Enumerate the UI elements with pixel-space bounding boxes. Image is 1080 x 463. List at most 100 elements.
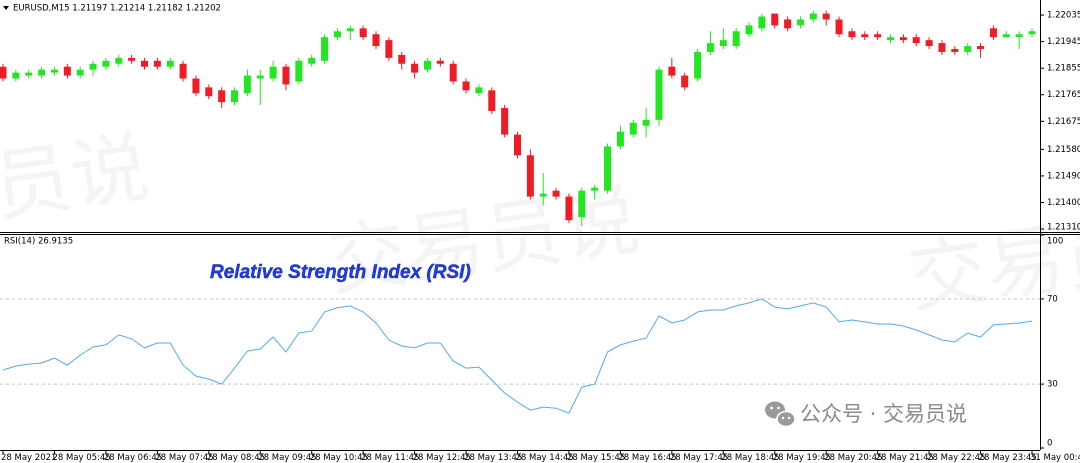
candle-body: [398, 54, 406, 64]
y-tick-label: 30: [1047, 380, 1058, 390]
candle-body: [76, 69, 84, 76]
y-tick-label: 100: [1047, 237, 1063, 247]
candle-body: [50, 69, 58, 73]
candle-body: [706, 43, 714, 52]
candle-body: [411, 63, 419, 73]
x-tick-label: 28 May 11:45: [361, 453, 419, 463]
candle-body: [1015, 34, 1023, 38]
x-tick-label: 28 May 17:45: [670, 453, 728, 463]
candle-body: [359, 28, 367, 38]
candle-body: [153, 60, 161, 67]
candle-body: [784, 19, 792, 29]
candle-body: [140, 60, 148, 67]
price-header: EURUSD,M15 1.21197 1.21214 1.21182 1.212…: [13, 4, 221, 14]
candle-body: [128, 57, 136, 61]
candle-body: [887, 37, 895, 41]
y-tick-label: 70: [1047, 294, 1058, 304]
candle-body: [63, 66, 71, 76]
candle-body: [475, 87, 483, 94]
candle-body: [758, 16, 766, 29]
candle-body: [629, 122, 637, 135]
candle-body: [1002, 34, 1010, 38]
candle-body: [115, 57, 123, 64]
y-tick-label: 1.21490: [1047, 171, 1080, 181]
menu-arrow: [3, 6, 9, 10]
candle-body: [925, 40, 933, 47]
candle-body: [616, 131, 624, 147]
candle-body: [719, 40, 727, 47]
candle-body: [861, 34, 869, 38]
candle-body: [269, 66, 277, 79]
candle-body: [321, 37, 329, 61]
candle-body: [977, 46, 985, 49]
x-tick-label: 28 May 18:45: [721, 453, 779, 463]
candle-body: [732, 31, 740, 47]
y-tick-label: 1.21675: [1047, 117, 1080, 127]
candle-body: [989, 28, 997, 38]
candle-body: [12, 72, 20, 79]
candle-body: [308, 57, 316, 64]
candle-body: [282, 66, 290, 85]
candle-body: [899, 37, 907, 41]
x-tick-label: 28 May 16:45: [618, 453, 676, 463]
x-tick-label: 28 May 2021: [1, 453, 56, 463]
candle-body: [1028, 31, 1036, 35]
candle-body: [488, 90, 496, 111]
candle-body: [796, 19, 804, 26]
candle-body: [25, 72, 33, 76]
candle-body: [218, 90, 226, 103]
x-tick-label: 28 May 12:45: [413, 453, 471, 463]
candle-body: [809, 13, 817, 20]
x-tick-label: 28 May 05:45: [52, 453, 110, 463]
x-tick-label: 28 May 14:45: [516, 453, 574, 463]
candle-body: [848, 31, 856, 38]
candle-body: [89, 63, 97, 70]
candle-body: [462, 81, 470, 91]
candle-body: [642, 119, 650, 126]
candle-body: [166, 60, 174, 67]
watermark-corner: 公众号 · 交易员说: [800, 402, 967, 426]
candle-body: [964, 46, 972, 52]
candle-body: [501, 108, 509, 135]
candle-body: [526, 155, 534, 197]
rsi-title: Relative Strength Index (RSI): [210, 262, 471, 283]
candle-body: [385, 40, 393, 58]
x-tick-label: 31 May 00:45: [1030, 453, 1080, 463]
candle-body: [423, 60, 431, 70]
y-tick-label: 1.21945: [1047, 37, 1080, 47]
y-tick-label: 1.21580: [1047, 145, 1080, 155]
rsi-header: RSI(14) 26.9135: [4, 237, 73, 247]
y-tick-label: 0: [1047, 439, 1052, 449]
candle-body: [771, 13, 779, 26]
candle-body: [681, 75, 689, 88]
candle-body: [436, 60, 444, 64]
candle-body: [578, 190, 586, 218]
x-tick-label: 28 May 20:45: [824, 453, 882, 463]
y-tick-label: 1.21855: [1047, 64, 1080, 74]
y-tick-label: 1.21310: [1047, 223, 1080, 233]
x-tick-label: 28 May 13:45: [464, 453, 522, 463]
candle-body: [668, 66, 676, 76]
candle-body: [179, 63, 187, 79]
candle-body: [243, 75, 251, 94]
candle-body: [38, 69, 46, 76]
candle-body: [192, 78, 200, 94]
candle-body: [449, 63, 457, 82]
x-tick-label: 28 May 10:45: [310, 453, 368, 463]
candle-body: [912, 37, 920, 44]
candle-body: [655, 69, 663, 120]
x-tick-label: 28 May 19:45: [773, 453, 831, 463]
candle-body: [835, 19, 843, 35]
rsi-line: [2, 298, 1033, 414]
candle-body: [938, 43, 946, 52]
x-tick-label: 28 May 07:45: [155, 453, 213, 463]
candle-body: [514, 134, 521, 156]
y-tick-label: 1.21400: [1047, 198, 1080, 208]
candle-body: [333, 31, 341, 38]
candle-body: [0, 66, 7, 79]
candle-body: [346, 28, 354, 32]
candle-body: [874, 34, 882, 38]
x-tick-label: 28 May 22:45: [927, 453, 985, 463]
candle-body: [256, 75, 264, 79]
